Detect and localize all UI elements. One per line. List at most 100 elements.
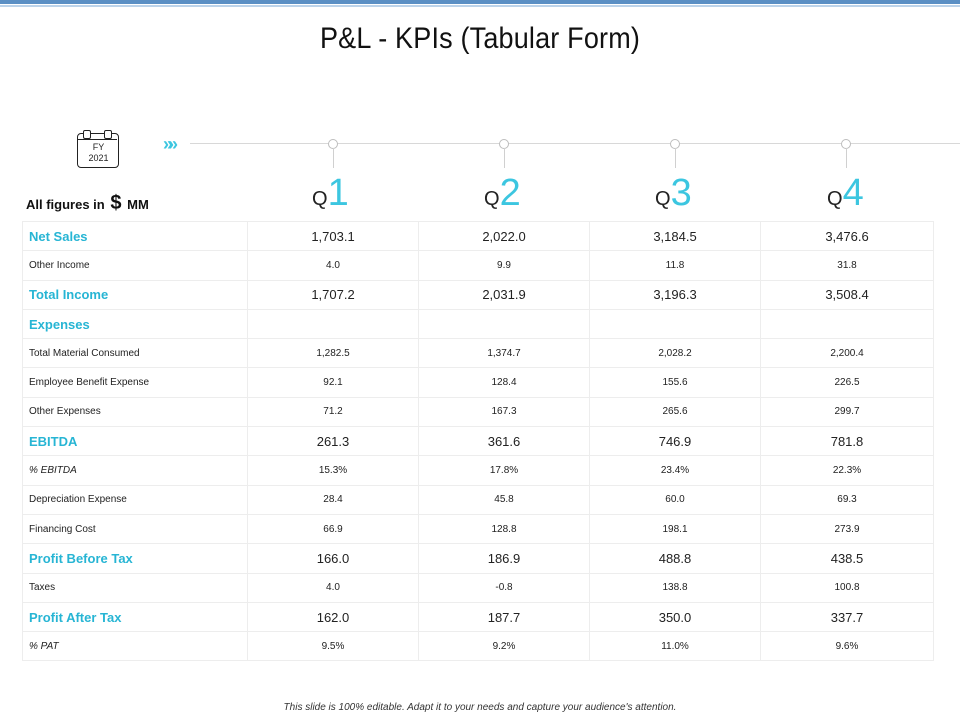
table-row: EBITDA 261.3 361.6 746.9 781.8: [22, 426, 934, 457]
table-cell-q2: 186.9: [418, 543, 590, 574]
table-cell-q1: 15.3%: [247, 455, 419, 486]
table-cell-q4: 299.7: [760, 396, 934, 428]
table-cell-q2: -0.8: [418, 572, 590, 603]
table-cell-q1: 92.1: [247, 367, 419, 398]
figures-prefix: All figures in: [26, 197, 105, 212]
table-cell-q4: 100.8: [760, 572, 934, 603]
row-label: EBITDA: [22, 426, 248, 457]
table-row: Total Income 1,707.2 2,031.9 3,196.3 3,508.4: [22, 279, 934, 310]
table-cell-q1: [247, 308, 419, 340]
table-cell-q2: [418, 308, 590, 340]
table-row: Profit Before Tax 166.0 186.9 488.8 438.5: [22, 543, 934, 574]
table-cell-q2: 9.2%: [418, 631, 590, 662]
table-cell-q3: 198.1: [589, 513, 761, 545]
quarter-number: 2: [499, 172, 521, 214]
table-cell-q3: 155.6: [589, 367, 761, 398]
row-label: Taxes: [22, 572, 248, 603]
quarter-letter: Q: [312, 188, 328, 210]
quarter-header-q4: Q4: [827, 172, 887, 215]
timeline-stem: [675, 148, 676, 168]
table-row: Other Expenses 71.2 167.3 265.6 299.7: [22, 396, 934, 428]
table-cell-q3: 11.8: [589, 250, 761, 281]
table-cell-q4: 69.3: [760, 484, 934, 515]
table-cell-q2: 2,031.9: [418, 279, 590, 310]
dollar-symbol: $: [110, 192, 122, 214]
table-cell-q2: 17.8%: [418, 455, 590, 486]
table-cell-q2: 9.9: [418, 250, 590, 281]
row-label: Employee Benefit Expense: [22, 367, 248, 398]
top-accent-bar: [0, 0, 960, 4]
row-label: % PAT: [22, 631, 248, 662]
table-row: Financing Cost 66.9 128.8 198.1 273.9: [22, 513, 934, 545]
table-cell-q3: 350.0: [589, 601, 761, 633]
table-cell-q1: 261.3: [247, 426, 419, 457]
table-cell-q2: 45.8: [418, 484, 590, 515]
table-cell-q3: 23.4%: [589, 455, 761, 486]
table-cell-q1: 4.0: [247, 572, 419, 603]
calendar-icon: FY 2021: [77, 130, 119, 168]
table-cell-q1: 1,707.2: [247, 279, 419, 310]
table-cell-q4: 226.5: [760, 367, 934, 398]
row-label: Profit Before Tax: [22, 543, 248, 574]
page-title: P&L - KPIs (Tabular Form): [319, 22, 641, 55]
kpi-table: Net Sales 1,703.1 2,022.0 3,184.5 3,476.6 Oth…: [22, 220, 934, 662]
table-cell-q1: 1,703.1: [247, 220, 419, 252]
table-row: Taxes 4.0 -0.8 138.8 100.8: [22, 572, 934, 603]
table-cell-q3: 60.0: [589, 484, 761, 515]
table-cell-q2: 361.6: [418, 426, 590, 457]
table-cell-q3: 3,184.5: [589, 220, 761, 252]
table-cell-q1: 71.2: [247, 396, 419, 428]
table-row: Net Sales 1,703.1 2,022.0 3,184.5 3,476.6: [22, 220, 934, 252]
row-label: Financing Cost: [22, 513, 248, 545]
chevrons-icon: »»: [163, 134, 178, 154]
top-accent-bar-light: [0, 5, 960, 7]
table-row: Employee Benefit Expense 92.1 128.4 155.6 22…: [22, 367, 934, 398]
table-cell-q1: 1,282.5: [247, 338, 419, 369]
table-cell-q4: 781.8: [760, 426, 934, 457]
row-label: % EBITDA: [22, 455, 248, 486]
table-cell-q4: 337.7: [760, 601, 934, 633]
table-cell-q3: 746.9: [589, 426, 761, 457]
timeline-stem: [333, 148, 334, 168]
table-cell-q2: 128.8: [418, 513, 590, 545]
calendar-year-label: 2021: [88, 153, 109, 163]
table-cell-q4: 2,200.4: [760, 338, 934, 369]
table-row: % EBITDA 15.3% 17.8% 23.4% 22.3%: [22, 455, 934, 486]
table-row: Other Income 4.0 9.9 11.8 31.8: [22, 250, 934, 281]
quarter-letter: Q: [484, 188, 500, 210]
table-row: Total Material Consumed 1,282.5 1,374.7 2,0…: [22, 338, 934, 369]
table-cell-q4: [760, 308, 934, 340]
table-cell-q2: 167.3: [418, 396, 590, 428]
row-label: Other Income: [22, 250, 248, 281]
table-cell-q2: 128.4: [418, 367, 590, 398]
table-cell-q3: 265.6: [589, 396, 761, 428]
quarter-number: 1: [327, 172, 349, 214]
table-row: Expenses: [22, 308, 934, 340]
row-label: Net Sales: [22, 220, 248, 252]
table-cell-q2: 2,022.0: [418, 220, 590, 252]
quarter-header-q1: Q1: [312, 172, 372, 215]
table-cell-q2: 187.7: [418, 601, 590, 633]
table-cell-q3: 11.0%: [589, 631, 761, 662]
table-cell-q3: 138.8: [589, 572, 761, 603]
table-cell-q4: 3,476.6: [760, 220, 934, 252]
table-row: Depreciation Expense 28.4 45.8 60.0 69.3: [22, 484, 934, 515]
figures-suffix: MM: [127, 197, 149, 212]
table-row: Profit After Tax 162.0 187.7 350.0 337.7: [22, 601, 934, 633]
table-cell-q1: 4.0: [247, 250, 419, 281]
timeline-stem: [846, 148, 847, 168]
quarter-number: 3: [670, 172, 692, 214]
figures-unit-label: All figures in $ MM: [26, 192, 149, 215]
row-label: Other Expenses: [22, 396, 248, 428]
table-cell-q1: 9.5%: [247, 631, 419, 662]
table-cell-q3: 2,028.2: [589, 338, 761, 369]
table-cell-q4: 9.6%: [760, 631, 934, 662]
quarter-header-q2: Q2: [484, 172, 544, 215]
row-label: Profit After Tax: [22, 601, 248, 633]
row-label: Depreciation Expense: [22, 484, 248, 515]
table-row: % PAT 9.5% 9.2% 11.0% 9.6%: [22, 631, 934, 662]
table-cell-q4: 3,508.4: [760, 279, 934, 310]
table-cell-q2: 1,374.7: [418, 338, 590, 369]
table-cell-q3: 488.8: [589, 543, 761, 574]
quarter-letter: Q: [655, 188, 671, 210]
